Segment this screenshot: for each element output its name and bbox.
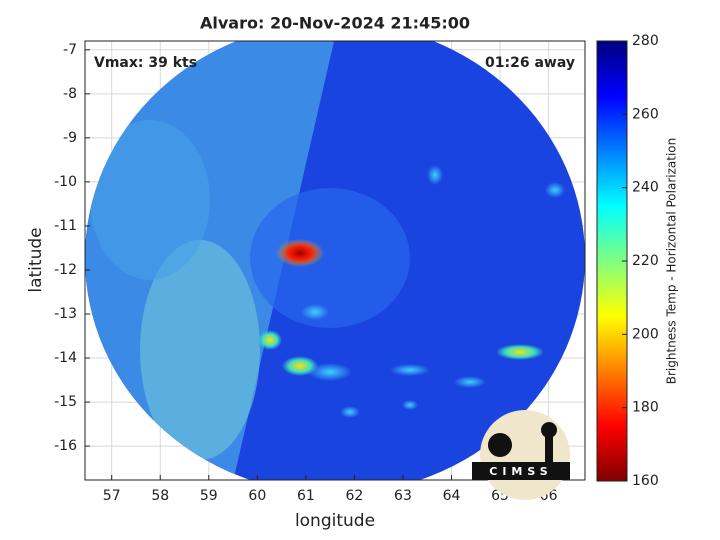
colorbar-tick-label: 180 xyxy=(632,400,659,416)
x-tick-label: 58 xyxy=(151,488,169,504)
chart-title: Alvaro: 20-Nov-2024 21:45:00 xyxy=(200,14,470,33)
y-tick-label: -10 xyxy=(54,174,77,190)
y-axis-label: latitude xyxy=(26,227,46,292)
swath-image xyxy=(85,41,585,480)
y-tick-label: -15 xyxy=(54,394,77,410)
y-tick-label: -11 xyxy=(54,218,77,234)
colorbar-tick-label: 220 xyxy=(632,253,659,269)
colorbar-ticks: 160 180 200 220 240 260 280 xyxy=(622,33,659,489)
y-tick-label: -16 xyxy=(54,438,77,454)
y-tick-label: -12 xyxy=(54,262,77,278)
colorbar-tick-label: 280 xyxy=(632,33,659,49)
colorbar-tick-label: 160 xyxy=(632,473,659,489)
axes-box xyxy=(84,40,586,481)
y-tick-label: -14 xyxy=(54,350,77,366)
colorbar-tick-label: 260 xyxy=(632,106,659,122)
y-tick-label: -13 xyxy=(54,306,77,322)
x-tick-label: 62 xyxy=(346,488,364,504)
logo-text: CIMSS xyxy=(489,465,552,478)
x-tick-label: 64 xyxy=(443,488,461,504)
x-tick-label: 61 xyxy=(297,488,315,504)
x-tick-label: 59 xyxy=(200,488,218,504)
x-tick-label: 57 xyxy=(103,488,121,504)
x-axis-label: longitude xyxy=(295,511,375,531)
y-tick-label: -9 xyxy=(63,130,77,146)
x-tick-label: 60 xyxy=(248,488,266,504)
colorbar-tick-label: 200 xyxy=(632,326,659,342)
annotation: Vmax: 39 kts xyxy=(94,55,197,71)
logo: CIMSS xyxy=(472,410,570,500)
colorbar-tick-label: 240 xyxy=(632,180,659,196)
y-tick-label: -7 xyxy=(63,42,77,58)
colorbar-label: Brightness Temp - Horizontal Polarizatio… xyxy=(665,138,679,385)
y-tick-label: -8 xyxy=(63,86,77,102)
x-tick-label: 63 xyxy=(394,488,412,504)
annotation: 01:26 away xyxy=(485,55,575,71)
